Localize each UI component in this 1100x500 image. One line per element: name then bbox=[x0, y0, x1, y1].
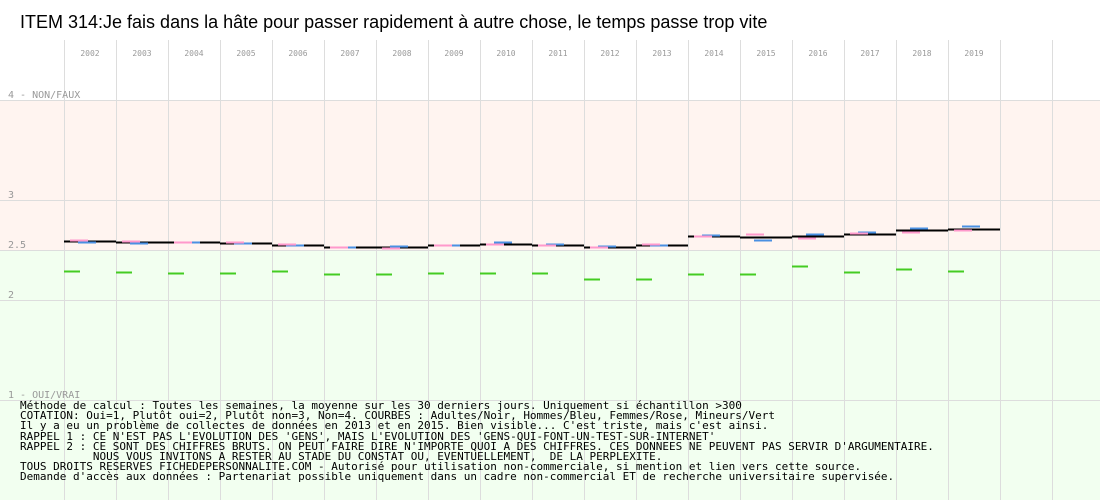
x-tick-label: 2008 bbox=[392, 49, 411, 58]
x-tick-label: 2003 bbox=[132, 49, 151, 58]
footnote-data-issue: Il y a eu un problème de collectes de do… bbox=[20, 419, 769, 433]
x-tick-label: 2016 bbox=[808, 49, 827, 58]
footnote-rappel-1: RAPPEL 1 : CE N'EST PAS L'EVOLUTION DES … bbox=[20, 429, 716, 443]
x-tick-label: 2018 bbox=[912, 49, 931, 58]
y-tick-label: 4 - NON/FAUX bbox=[8, 90, 80, 101]
y-tick-label: 3 bbox=[8, 190, 14, 201]
y-tick-label: 2.5 bbox=[8, 240, 26, 251]
x-tick-label: 2009 bbox=[444, 49, 463, 58]
footnote-data-access: Demande d'accès aux données : Partenaria… bbox=[20, 470, 895, 484]
footnote-rappel-2: RAPPEL 2 : CE SONT DES CHIFFRES BRUTS. O… bbox=[20, 439, 934, 453]
footnotes: Méthode de calcul : Toutes les semaines,… bbox=[20, 399, 1095, 484]
x-tick-label: 2014 bbox=[704, 49, 723, 58]
zone-upper bbox=[0, 100, 1100, 250]
zone-lower bbox=[0, 250, 1100, 500]
x-tick-label: 2015 bbox=[756, 49, 775, 58]
footnote-copyright: TOUS DROITS RESERVES FICHEDEPERSONNALITE… bbox=[20, 460, 862, 474]
x-tick-label: 2013 bbox=[652, 49, 671, 58]
x-tick-label: 2005 bbox=[236, 49, 255, 58]
x-tick-label: 2019 bbox=[964, 49, 983, 58]
header-strip bbox=[0, 0, 1100, 100]
x-tick-label: 2006 bbox=[288, 49, 307, 58]
series-mineurs bbox=[64, 265, 964, 281]
chart-title: ITEM 314:Je fais dans la hâte pour passe… bbox=[20, 12, 768, 32]
footnote-cotation: COTATION: Oui=1, Plutôt oui=2, Plutôt no… bbox=[20, 409, 775, 423]
chart-grid bbox=[0, 40, 1100, 500]
x-tick-label: 2004 bbox=[184, 49, 203, 58]
x-tick-label: 2010 bbox=[496, 49, 515, 58]
x-axis-labels: 2002 2003 2004 2005 2006 2007 2008 2009 2010 2011… bbox=[80, 49, 983, 58]
y-tick-label: 2 bbox=[8, 290, 14, 301]
x-tick-label: 2011 bbox=[548, 49, 567, 58]
chart-series bbox=[64, 225, 1000, 281]
x-tick-label: 2012 bbox=[600, 49, 619, 58]
y-axis-labels: 4 - NON/FAUX 3 2.5 2 1 - OUI/VRAI bbox=[8, 90, 80, 401]
y-tick-label: 1 - OUI/VRAI bbox=[8, 390, 80, 401]
footnote-method: Méthode de calcul : Toutes les semaines,… bbox=[20, 399, 742, 412]
series-femmes bbox=[70, 229, 972, 250]
x-tick-label: 2007 bbox=[340, 49, 359, 58]
x-tick-label: 2002 bbox=[80, 49, 99, 58]
x-tick-label: 2017 bbox=[860, 49, 879, 58]
footnote-rappel-2-cont: NOUS VOUS INVITONS A RESTER AU STADE DU … bbox=[20, 450, 663, 464]
